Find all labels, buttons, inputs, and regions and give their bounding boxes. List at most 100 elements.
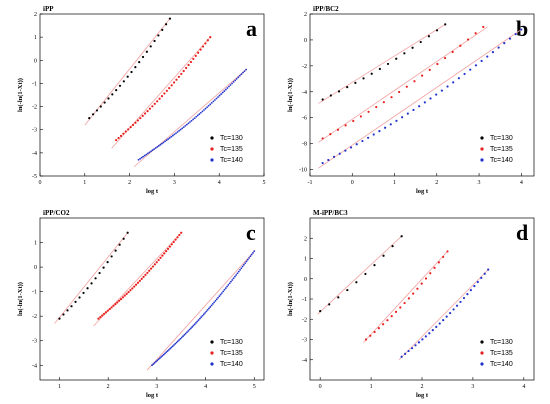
- legend-marker: [210, 147, 214, 151]
- plot-frame: [309, 13, 535, 177]
- data-point: [123, 294, 126, 297]
- data-point: [486, 55, 489, 58]
- data-point: [172, 240, 175, 244]
- data-point: [364, 272, 367, 276]
- data-point: [139, 117, 142, 120]
- data-point: [219, 293, 222, 296]
- data-point: [411, 46, 414, 49]
- legend: Tc=130 Tc=135 Tc=140: [480, 339, 513, 368]
- data-point: [423, 101, 426, 104]
- panel-letter: b: [516, 16, 528, 41]
- data-point: [86, 287, 89, 290]
- series-Tc=130: [318, 23, 447, 104]
- x-tick-label: 2: [128, 180, 131, 186]
- data-point: [162, 353, 165, 356]
- data-point: [134, 65, 137, 69]
- data-point: [370, 72, 373, 75]
- panel-title: iPP: [43, 5, 54, 13]
- data-point: [179, 337, 182, 340]
- data-point: [238, 74, 241, 77]
- data-point: [354, 81, 357, 84]
- data-point: [224, 88, 227, 91]
- data-point: [168, 245, 172, 248]
- data-point: [446, 85, 449, 88]
- data-point: [431, 328, 434, 332]
- data-point: [165, 89, 168, 92]
- panel-letter: a: [246, 16, 257, 41]
- x-tick-label: 3: [173, 180, 176, 186]
- data-point: [130, 70, 133, 74]
- data-point: [224, 287, 227, 290]
- data-point: [180, 231, 183, 234]
- data-point: [197, 319, 200, 321]
- data-point: [156, 359, 159, 362]
- data-point: [108, 307, 111, 311]
- data-point: [194, 54, 197, 57]
- data-point: [183, 333, 186, 336]
- data-point: [154, 360, 157, 363]
- data-point: [215, 298, 218, 301]
- data-point: [82, 291, 85, 295]
- data-point: [159, 256, 162, 259]
- data-point: [410, 347, 414, 350]
- panel-title: iPP/CO2: [43, 209, 70, 217]
- data-point: [198, 113, 201, 115]
- data-point: [111, 93, 114, 96]
- data-point: [114, 303, 117, 306]
- data-point: [131, 123, 135, 127]
- data-point: [117, 136, 120, 140]
- data-point: [437, 261, 440, 264]
- x-tick-label: 4: [204, 384, 207, 390]
- y-tick-label: -4: [32, 151, 37, 157]
- x-tick-label: 4: [520, 180, 523, 186]
- panel-letter: d: [516, 220, 528, 245]
- y-axis-label: ln(-ln(1-Xt)): [287, 282, 294, 316]
- data-point: [389, 123, 392, 126]
- data-point: [394, 310, 398, 313]
- legend-label: Tc=130: [220, 339, 243, 346]
- data-point: [189, 121, 191, 123]
- data-point: [138, 279, 141, 282]
- y-tick-label: 0: [34, 58, 37, 64]
- data-point: [228, 282, 231, 285]
- data-point: [244, 262, 247, 265]
- data-point: [201, 314, 204, 317]
- data-point: [118, 84, 122, 87]
- data-point: [336, 128, 340, 131]
- data-point: [200, 316, 203, 319]
- data-point: [443, 56, 447, 60]
- data-point: [127, 128, 130, 131]
- data-point: [148, 269, 151, 272]
- data-point: [149, 45, 152, 48]
- data-point: [428, 332, 431, 335]
- data-point: [70, 305, 73, 308]
- data-point: [209, 36, 212, 39]
- data-point: [239, 269, 241, 271]
- data-point: [141, 114, 144, 117]
- data-point: [171, 134, 174, 137]
- series-Tc=135: [318, 25, 488, 143]
- data-point: [184, 124, 187, 127]
- data-point: [321, 161, 324, 165]
- legend-marker: [480, 147, 484, 151]
- data-point: [170, 84, 173, 87]
- data-point: [153, 362, 156, 364]
- data-point: [218, 94, 221, 97]
- data-point: [235, 77, 238, 80]
- fit-line: [318, 24, 446, 104]
- data-point: [142, 155, 145, 158]
- data-point: [157, 144, 160, 147]
- data-point: [352, 119, 355, 123]
- data-point: [170, 135, 173, 138]
- data-point: [366, 136, 370, 139]
- data-point: [400, 355, 403, 358]
- legend-marker: [210, 158, 214, 162]
- data-point: [421, 338, 424, 341]
- y-axis-label: ln(-ln(1-Xt)): [17, 282, 24, 316]
- series-Tc=135: [111, 36, 212, 149]
- data-point: [140, 277, 143, 280]
- data-point: [520, 28, 523, 31]
- data-point: [433, 266, 436, 269]
- data-point: [185, 123, 188, 126]
